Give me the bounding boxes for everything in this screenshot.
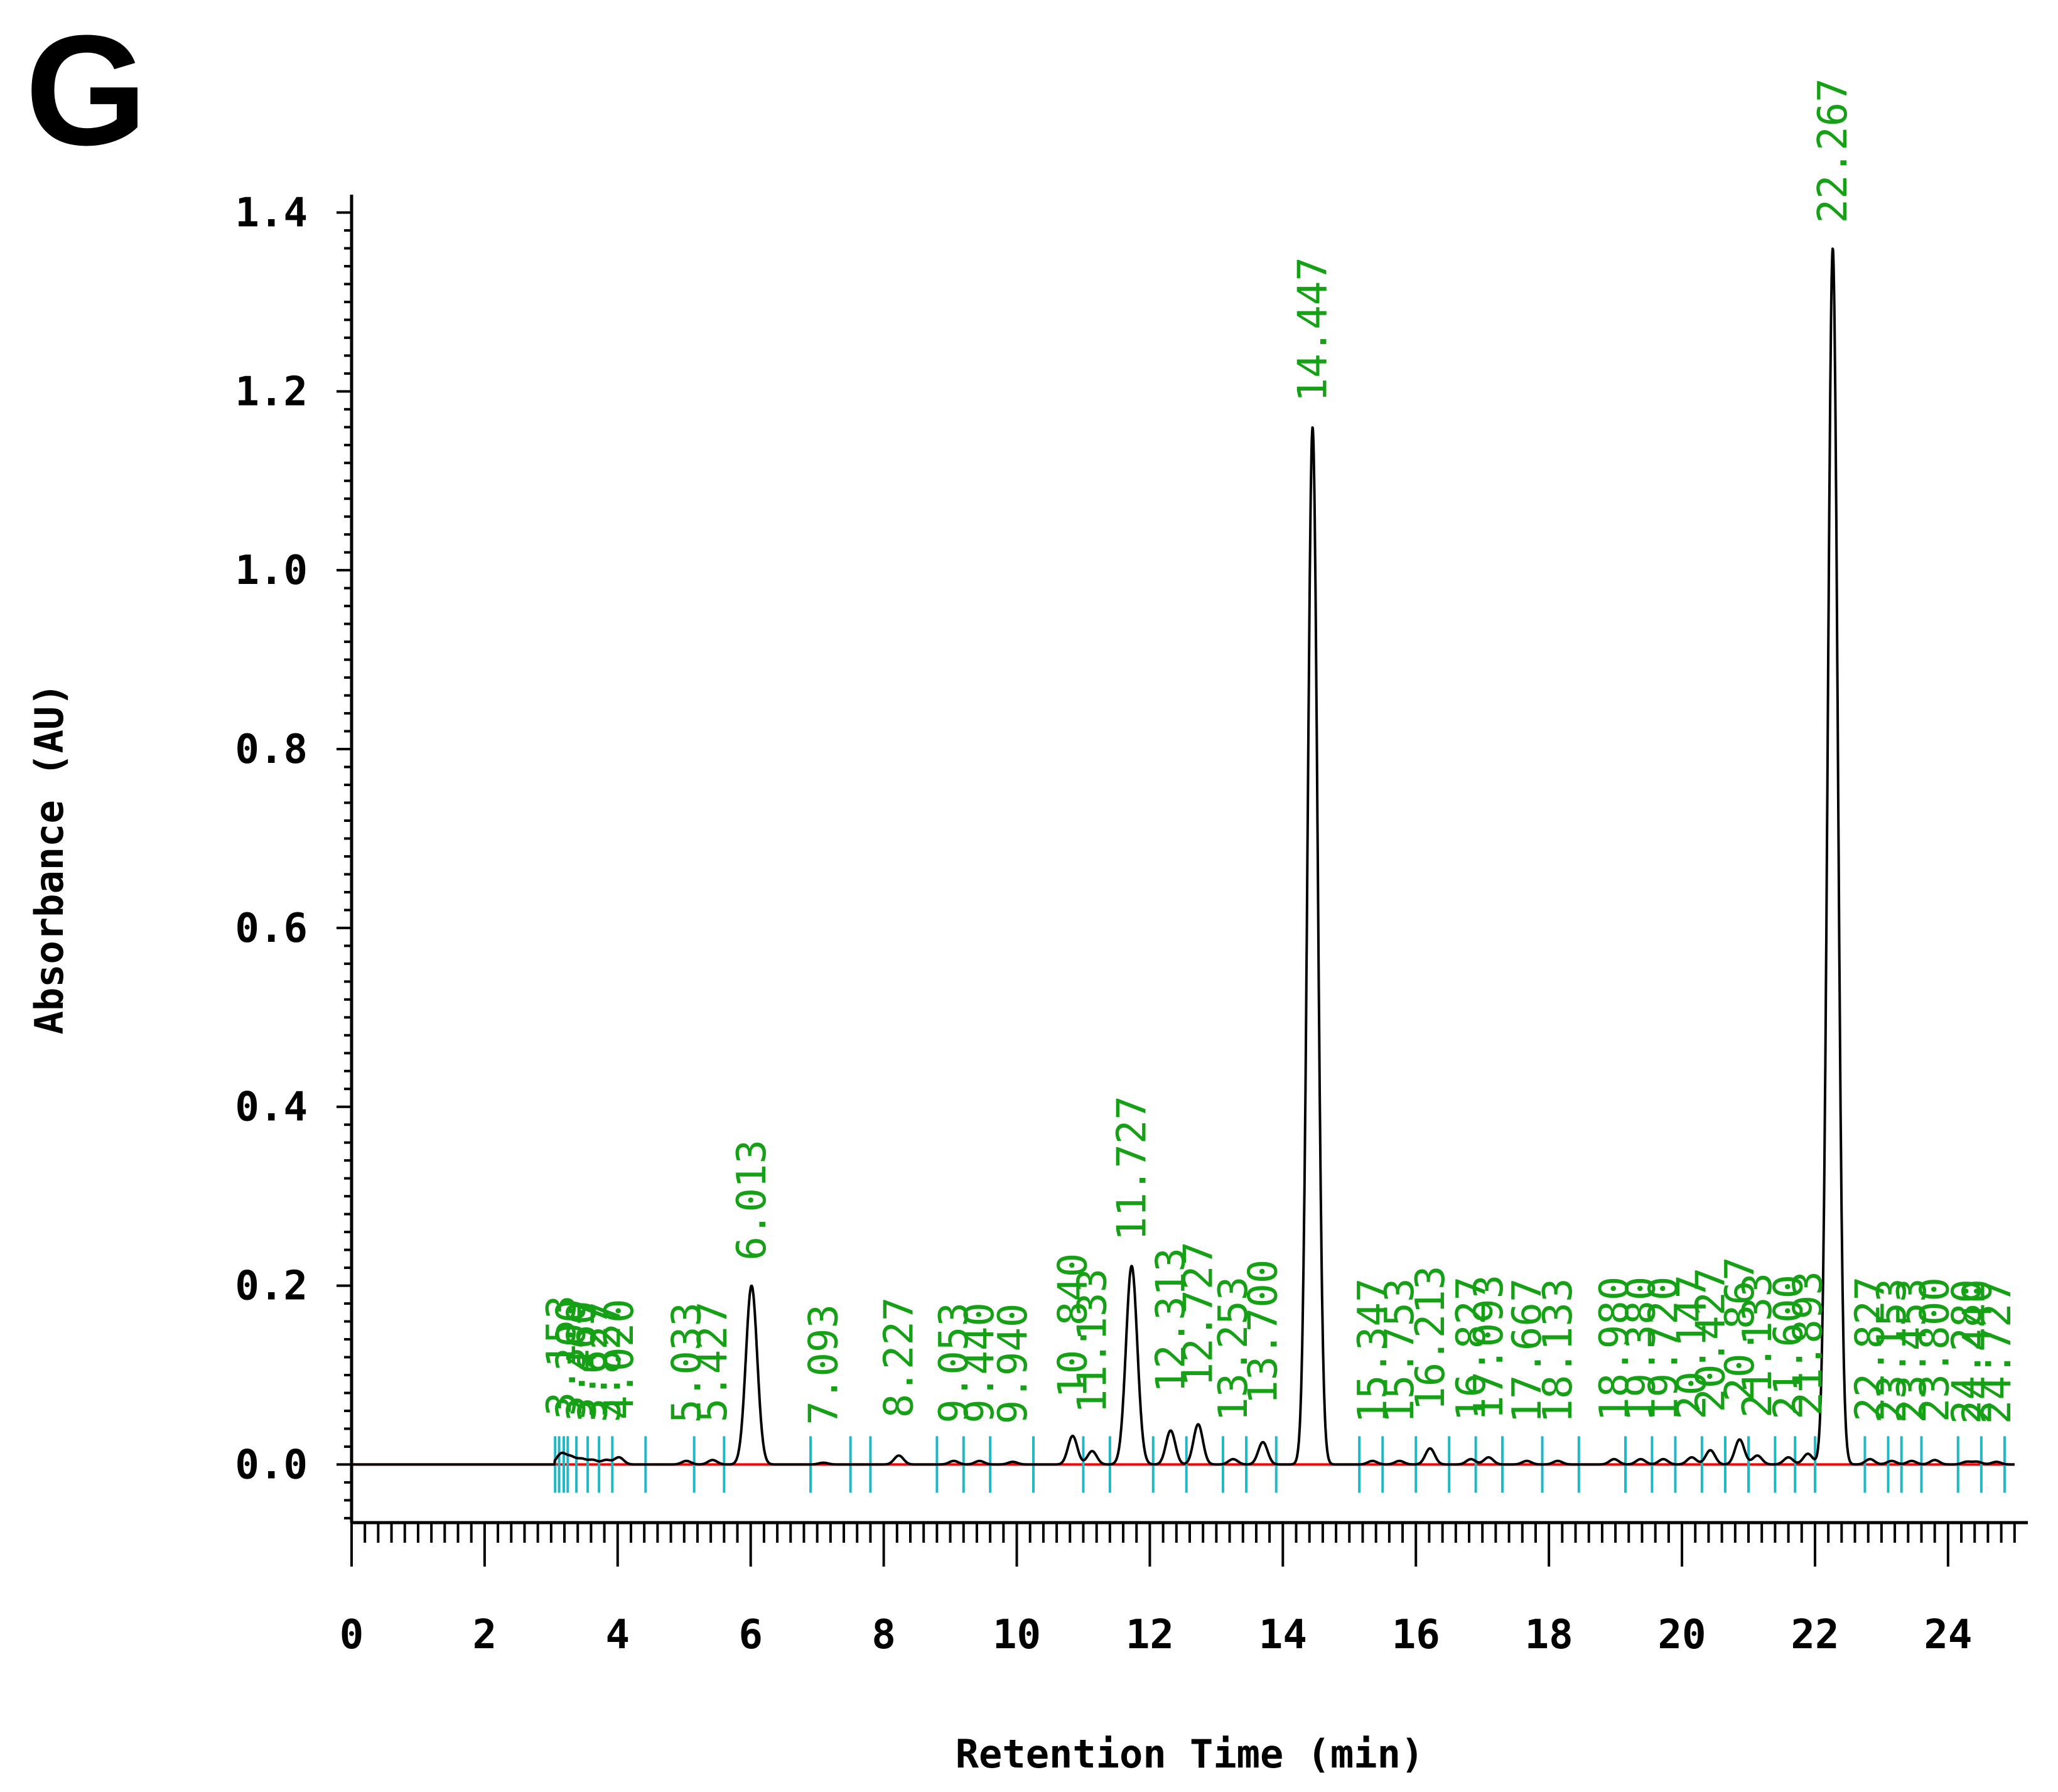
peak-label: 19.380 (1618, 1277, 1664, 1422)
peak-label: 19.720 (1640, 1277, 1687, 1422)
peak-label: 24.440 (1955, 1279, 2001, 1424)
y-tick-label: 0.6 (235, 905, 308, 952)
x-tick-label: 0 (340, 1612, 364, 1658)
peak-label: 5.033 (664, 1302, 710, 1423)
x-tick-label: 12 (1126, 1612, 1174, 1658)
peak-label: 23.800 (1912, 1277, 1959, 1422)
peak-label: 16.213 (1408, 1266, 1454, 1411)
x-tick-label: 24 (1924, 1612, 1972, 1658)
x-tick-label: 14 (1259, 1612, 1307, 1658)
peak-label: 3.300 (549, 1298, 595, 1420)
peak-label: 24.280 (1944, 1279, 1991, 1424)
peak-label: 23.153 (1869, 1278, 1915, 1423)
peak-label: 3.153 (539, 1295, 585, 1417)
peak-label: 24.727 (1974, 1279, 2020, 1424)
y-tick-label: 0.0 (235, 1442, 308, 1488)
y-tick-label: 1.0 (235, 548, 308, 594)
peak-label: 16.827 (1448, 1277, 1495, 1422)
peak-label: 9.440 (957, 1302, 1003, 1423)
peak-label: 7.093 (801, 1304, 848, 1425)
peak-label: 17.667 (1504, 1278, 1551, 1423)
trace-layer (350, 247, 2016, 1466)
peak-label: 22.827 (1848, 1277, 1894, 1422)
axes: 0.00.20.40.60.81.01.21.40 2 4 6 8 10 12 14 16 18 2… (235, 190, 2028, 1658)
peak-label: 5.427 (690, 1302, 736, 1423)
x-tick-label: 16 (1392, 1612, 1440, 1658)
peak-label: 3.827 (584, 1302, 630, 1423)
peak-label: 9.940 (990, 1304, 1037, 1425)
peak-label: 18.133 (1535, 1278, 1581, 1423)
x-tick-label: 2 (473, 1612, 497, 1658)
x-tick-label: 10 (993, 1612, 1041, 1658)
peak-label: 11.727 (1109, 1096, 1156, 1241)
y-axis-title: Absorbance (AU) (26, 683, 72, 1035)
peak-label: 21.600 (1766, 1275, 1813, 1420)
x-tick-label: 22 (1791, 1612, 1839, 1658)
peak-label: 17.093 (1466, 1275, 1512, 1420)
x-tick-label: 6 (738, 1612, 763, 1658)
peak-label: 13.253 (1210, 1277, 1257, 1422)
y-tick-label: 0.4 (235, 1084, 308, 1131)
peak-label: 20.427 (1688, 1267, 1734, 1412)
y-tick-label: 0.8 (235, 726, 308, 773)
y-tick-label: 0.2 (235, 1263, 308, 1310)
peak-label: 18.980 (1592, 1277, 1638, 1422)
peak-label: 20.867 (1717, 1256, 1764, 1401)
peak-label: 11.133 (1070, 1268, 1116, 1413)
y-tick-label: 1.2 (235, 369, 308, 415)
x-tick-label: 4 (606, 1612, 630, 1658)
peak-label: 15.753 (1377, 1278, 1423, 1423)
peak-label: 3.460 (559, 1300, 606, 1422)
peak-label: 9.053 (931, 1302, 978, 1423)
peak-label: 8.227 (876, 1297, 923, 1418)
peak-label: 22.267 (1810, 78, 1856, 223)
peak-label: 13.700 (1241, 1260, 1287, 1405)
chromatogram-trace (350, 247, 2016, 1466)
peak-label: 12.313 (1148, 1248, 1195, 1393)
x-tick-label: 8 (871, 1612, 896, 1658)
x-tick-label: 18 (1525, 1612, 1573, 1658)
peak-label: 15.347 (1350, 1278, 1396, 1423)
peak-label: 12.727 (1176, 1241, 1222, 1386)
peak-label: 21.893 (1786, 1271, 1832, 1416)
peak-label: 14.447 (1290, 257, 1337, 402)
peak-label: 23.453 (1889, 1278, 1936, 1423)
x-tick-label: 20 (1658, 1612, 1706, 1658)
peak-label: 20.147 (1669, 1275, 1716, 1420)
peak-label: 3.627 (570, 1302, 617, 1423)
peak-label: 10.840 (1050, 1253, 1097, 1398)
panel-label: G (25, 3, 147, 178)
peak-label: 21.133 (1735, 1273, 1781, 1418)
peak-label: 6.013 (729, 1140, 775, 1261)
x-axis-title: Retention Time (min) (956, 1731, 1425, 1777)
y-tick-label: 1.4 (235, 190, 308, 236)
peak-label: 4.020 (596, 1298, 643, 1420)
